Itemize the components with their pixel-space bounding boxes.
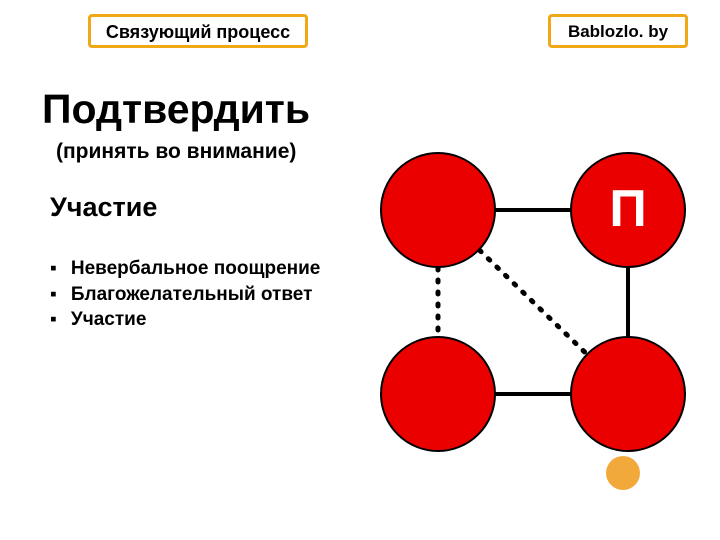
list-item: Благожелательный ответ (71, 282, 321, 308)
bullet-list: Невербальное поощрениеБлагожелательный о… (50, 256, 320, 333)
diagram-node-br (570, 336, 686, 452)
page-subtitle: (принять во внимание) (56, 140, 296, 164)
diagram: П (360, 140, 700, 480)
diagram-node-tl (380, 152, 496, 268)
diagram-node-label: П (572, 179, 684, 239)
accent-dot (606, 456, 640, 490)
header-right-pill: Bablozlo. by (548, 14, 688, 48)
diagram-node-tr: П (570, 152, 686, 268)
list-item: Участие (71, 307, 321, 333)
section-label: Участие (50, 192, 157, 223)
page-title: Подтвердить (42, 86, 310, 133)
diagram-node-bl (380, 336, 496, 452)
header-left-pill: Связующий процесс (88, 14, 308, 48)
list-item: Невербальное поощрение (71, 256, 321, 282)
